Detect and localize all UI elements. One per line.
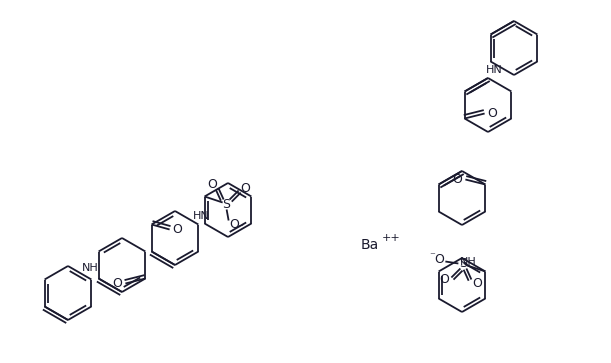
Text: O: O [488, 107, 497, 120]
Text: O: O [230, 218, 240, 231]
Text: ⁻: ⁻ [238, 224, 244, 233]
Text: O: O [173, 223, 183, 236]
Text: NH: NH [82, 263, 98, 273]
Text: S: S [459, 257, 467, 270]
Text: NH: NH [460, 257, 477, 267]
Text: ++: ++ [382, 233, 401, 243]
Text: HN: HN [486, 65, 503, 75]
Text: O: O [112, 277, 122, 290]
Text: HN: HN [193, 211, 210, 221]
Text: ⁻: ⁻ [430, 252, 435, 261]
Text: O: O [208, 178, 218, 191]
Text: O: O [241, 182, 251, 195]
Text: O: O [434, 253, 444, 266]
Text: O: O [439, 273, 449, 286]
Text: O: O [452, 173, 463, 186]
Text: Ba: Ba [361, 238, 379, 252]
Text: O: O [472, 277, 482, 290]
Text: S: S [222, 198, 230, 211]
